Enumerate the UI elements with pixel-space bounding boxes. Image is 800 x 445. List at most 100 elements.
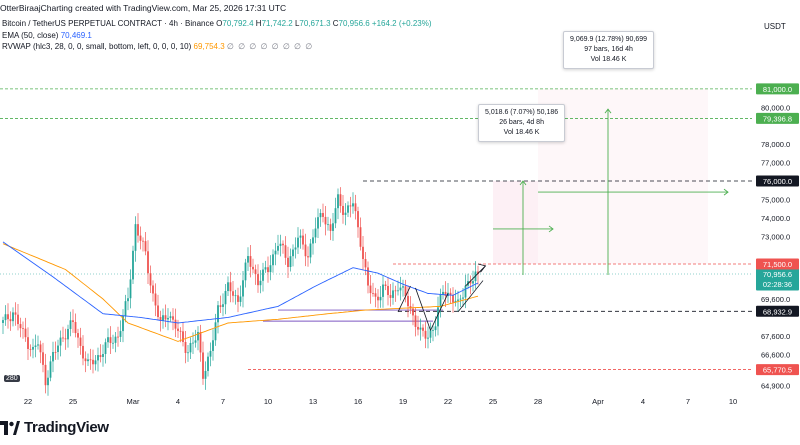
candle[interactable]	[397, 280, 399, 296]
candle[interactable]	[7, 303, 9, 329]
candle[interactable]	[9, 311, 12, 331]
candle[interactable]	[97, 347, 99, 372]
candle[interactable]	[229, 271, 232, 303]
candle[interactable]	[154, 283, 157, 317]
candle[interactable]	[217, 300, 219, 334]
candle[interactable]	[89, 348, 92, 370]
candle[interactable]	[257, 264, 259, 293]
candle[interactable]	[477, 265, 479, 285]
candle[interactable]	[147, 240, 149, 285]
rvwap-line[interactable]	[2, 243, 479, 342]
candle[interactable]	[179, 327, 182, 343]
candle[interactable]	[84, 351, 87, 373]
candle[interactable]	[252, 258, 254, 274]
candle[interactable]	[254, 264, 257, 285]
candle[interactable]	[19, 317, 22, 338]
candle[interactable]	[307, 246, 309, 267]
candle[interactable]	[32, 338, 34, 359]
candle[interactable]	[17, 304, 19, 331]
candle[interactable]	[44, 353, 47, 394]
candle[interactable]	[87, 353, 89, 366]
candle[interactable]	[472, 270, 474, 292]
candle[interactable]	[104, 338, 107, 364]
candle[interactable]	[189, 337, 192, 359]
candle[interactable]	[182, 321, 184, 347]
candle[interactable]	[452, 287, 454, 313]
candle[interactable]	[242, 270, 244, 308]
candle[interactable]	[227, 276, 229, 296]
candle[interactable]	[262, 262, 264, 292]
candle[interactable]	[392, 282, 394, 305]
candle[interactable]	[117, 326, 119, 347]
candle[interactable]	[419, 318, 422, 341]
candle[interactable]	[204, 361, 207, 390]
candle[interactable]	[442, 285, 444, 300]
candle[interactable]	[342, 195, 344, 224]
candle[interactable]	[349, 196, 352, 218]
candle[interactable]	[77, 328, 79, 348]
candle[interactable]	[92, 349, 94, 374]
candle[interactable]	[449, 288, 452, 305]
candle[interactable]	[277, 234, 279, 255]
candle[interactable]	[269, 255, 272, 281]
candle[interactable]	[207, 352, 209, 377]
candle[interactable]	[327, 216, 329, 231]
candle[interactable]	[94, 354, 97, 371]
candle[interactable]	[27, 327, 29, 360]
candle[interactable]	[444, 281, 447, 308]
candle[interactable]	[37, 335, 39, 350]
candle[interactable]	[359, 217, 362, 251]
candle[interactable]	[67, 324, 69, 348]
measure-arrows[interactable]	[493, 108, 729, 276]
candle[interactable]	[222, 293, 224, 317]
candle[interactable]	[462, 288, 464, 307]
candle[interactable]	[12, 307, 14, 327]
candle[interactable]	[287, 246, 289, 278]
candle[interactable]	[159, 310, 162, 332]
candle[interactable]	[234, 289, 237, 305]
candle[interactable]	[237, 287, 239, 313]
candle[interactable]	[387, 277, 389, 306]
candle[interactable]	[99, 344, 102, 363]
candle[interactable]	[24, 317, 27, 342]
candle[interactable]	[47, 370, 49, 396]
candle[interactable]	[394, 285, 397, 302]
candle[interactable]	[332, 212, 334, 241]
candle[interactable]	[399, 276, 402, 301]
candle[interactable]	[112, 334, 114, 349]
candle[interactable]	[417, 315, 419, 336]
candle[interactable]	[362, 235, 364, 270]
candle[interactable]	[302, 228, 304, 250]
candle[interactable]	[304, 233, 307, 267]
candle[interactable]	[122, 309, 124, 343]
candle[interactable]	[312, 229, 314, 255]
candle[interactable]	[74, 313, 77, 338]
price-axis[interactable]: 64,900.0 65,770.5 66,600.0 67,600.0 68,932.9…	[752, 0, 800, 408]
candle[interactable]	[317, 208, 319, 239]
candle[interactable]	[264, 260, 267, 273]
candle[interactable]	[59, 330, 62, 357]
candle[interactable]	[272, 249, 274, 273]
candle[interactable]	[439, 288, 442, 318]
candle[interactable]	[329, 218, 332, 241]
candle[interactable]	[52, 341, 54, 373]
candle[interactable]	[134, 216, 137, 262]
candle[interactable]	[127, 287, 129, 311]
candle[interactable]	[132, 245, 134, 284]
candle[interactable]	[309, 238, 312, 264]
candle[interactable]	[197, 326, 199, 351]
candle[interactable]	[54, 341, 57, 360]
candle[interactable]	[339, 187, 342, 213]
candle[interactable]	[119, 320, 122, 343]
candle[interactable]	[294, 237, 297, 259]
candle[interactable]	[29, 344, 32, 357]
candle[interactable]	[279, 234, 282, 257]
candle[interactable]	[432, 324, 434, 342]
candle[interactable]	[199, 324, 202, 362]
candle[interactable]	[352, 192, 354, 214]
candle[interactable]	[289, 248, 292, 272]
candle[interactable]	[299, 229, 302, 249]
candle[interactable]	[149, 265, 152, 294]
candle[interactable]	[447, 282, 449, 303]
